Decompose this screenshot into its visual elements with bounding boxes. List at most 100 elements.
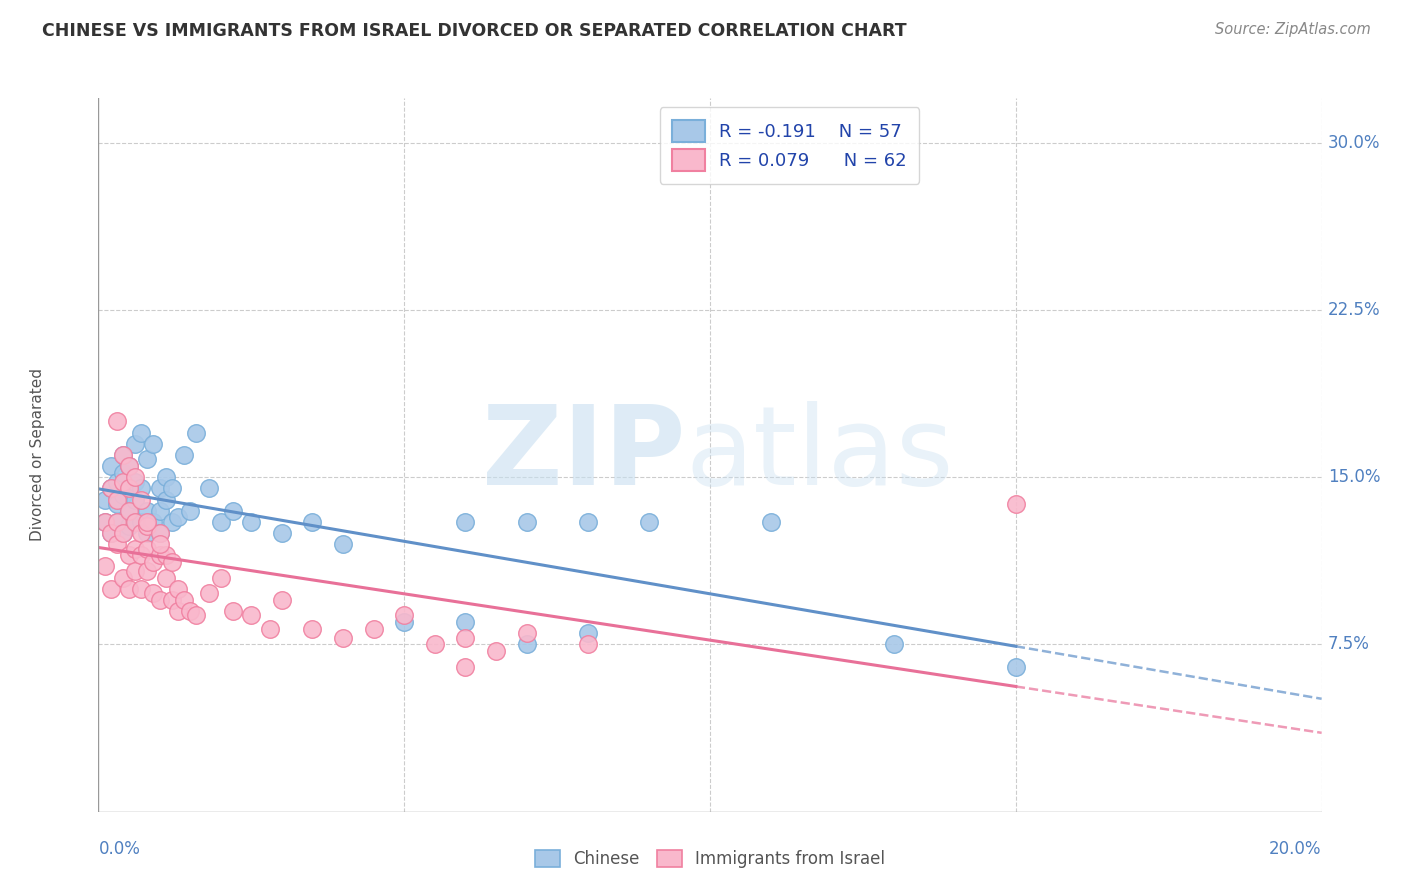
Text: 15.0%: 15.0% bbox=[1327, 468, 1381, 486]
Point bbox=[576, 637, 599, 651]
Point bbox=[485, 644, 508, 658]
Point bbox=[759, 515, 782, 529]
Text: atlas: atlas bbox=[686, 401, 955, 508]
Point bbox=[155, 492, 177, 507]
Point bbox=[136, 541, 159, 556]
Point bbox=[516, 626, 538, 640]
Legend: R = -0.191    N = 57, R = 0.079      N = 62: R = -0.191 N = 57, R = 0.079 N = 62 bbox=[659, 107, 920, 184]
Point bbox=[142, 515, 165, 529]
Text: 0.0%: 0.0% bbox=[98, 840, 141, 858]
Point bbox=[222, 503, 245, 517]
Point bbox=[105, 537, 128, 551]
Point bbox=[637, 515, 661, 529]
Point bbox=[100, 459, 122, 474]
Point bbox=[149, 592, 172, 607]
Text: 20.0%: 20.0% bbox=[1270, 840, 1322, 858]
Point bbox=[93, 492, 115, 507]
Point bbox=[259, 622, 281, 636]
Point bbox=[105, 414, 128, 429]
Point bbox=[179, 503, 201, 517]
Point bbox=[129, 515, 152, 529]
Text: 22.5%: 22.5% bbox=[1327, 301, 1381, 319]
Point bbox=[149, 548, 172, 563]
Point bbox=[142, 555, 165, 569]
Point bbox=[105, 515, 128, 529]
Point bbox=[167, 604, 190, 618]
Point bbox=[93, 515, 115, 529]
Point bbox=[155, 470, 177, 484]
Point bbox=[136, 564, 159, 578]
Point bbox=[301, 622, 323, 636]
Point bbox=[100, 526, 122, 541]
Point bbox=[129, 492, 152, 507]
Point bbox=[136, 526, 159, 541]
Point bbox=[1004, 660, 1026, 674]
Point bbox=[179, 604, 201, 618]
Point bbox=[118, 482, 141, 496]
Point bbox=[160, 482, 183, 496]
Point bbox=[136, 519, 159, 533]
Point bbox=[129, 425, 152, 440]
Point bbox=[149, 537, 172, 551]
Point bbox=[111, 448, 134, 462]
Point bbox=[142, 586, 165, 600]
Text: Divorced or Separated: Divorced or Separated bbox=[30, 368, 45, 541]
Point bbox=[136, 452, 159, 467]
Point bbox=[209, 515, 232, 529]
Point bbox=[100, 482, 122, 496]
Point bbox=[197, 586, 219, 600]
Point bbox=[100, 582, 122, 596]
Point bbox=[149, 503, 172, 517]
Point bbox=[454, 631, 477, 645]
Point bbox=[332, 537, 354, 551]
Point bbox=[160, 592, 183, 607]
Point bbox=[423, 637, 446, 651]
Text: ZIP: ZIP bbox=[482, 401, 686, 508]
Point bbox=[240, 608, 263, 623]
Point bbox=[111, 526, 134, 541]
Point bbox=[124, 470, 146, 484]
Text: 30.0%: 30.0% bbox=[1327, 134, 1381, 152]
Point bbox=[197, 482, 219, 496]
Text: Source: ZipAtlas.com: Source: ZipAtlas.com bbox=[1215, 22, 1371, 37]
Point bbox=[129, 548, 152, 563]
Point bbox=[155, 571, 177, 585]
Point bbox=[516, 515, 538, 529]
Point bbox=[124, 475, 146, 489]
Point bbox=[363, 622, 385, 636]
Point bbox=[111, 466, 134, 480]
Text: 7.5%: 7.5% bbox=[1327, 635, 1369, 654]
Point bbox=[118, 503, 141, 517]
Point bbox=[160, 515, 183, 529]
Point bbox=[240, 515, 263, 529]
Point bbox=[111, 526, 134, 541]
Text: CHINESE VS IMMIGRANTS FROM ISRAEL DIVORCED OR SEPARATED CORRELATION CHART: CHINESE VS IMMIGRANTS FROM ISRAEL DIVORC… bbox=[42, 22, 907, 40]
Point bbox=[454, 515, 477, 529]
Point bbox=[118, 519, 141, 533]
Point bbox=[454, 660, 477, 674]
Point bbox=[118, 459, 141, 474]
Point bbox=[129, 582, 152, 596]
Point bbox=[118, 459, 141, 474]
Point bbox=[105, 497, 128, 511]
Point bbox=[332, 631, 354, 645]
Point bbox=[118, 582, 141, 596]
Point bbox=[454, 615, 477, 630]
Point bbox=[392, 608, 416, 623]
Point bbox=[167, 510, 190, 524]
Point bbox=[93, 559, 115, 574]
Point bbox=[124, 436, 146, 450]
Point bbox=[118, 503, 141, 517]
Point bbox=[186, 608, 208, 623]
Point bbox=[173, 592, 195, 607]
Point bbox=[118, 482, 141, 496]
Point bbox=[160, 555, 183, 569]
Point bbox=[100, 526, 122, 541]
Point bbox=[111, 475, 134, 489]
Point bbox=[136, 515, 159, 529]
Point bbox=[111, 448, 134, 462]
Point bbox=[222, 604, 245, 618]
Point bbox=[129, 526, 152, 541]
Point bbox=[1004, 497, 1026, 511]
Point bbox=[111, 571, 134, 585]
